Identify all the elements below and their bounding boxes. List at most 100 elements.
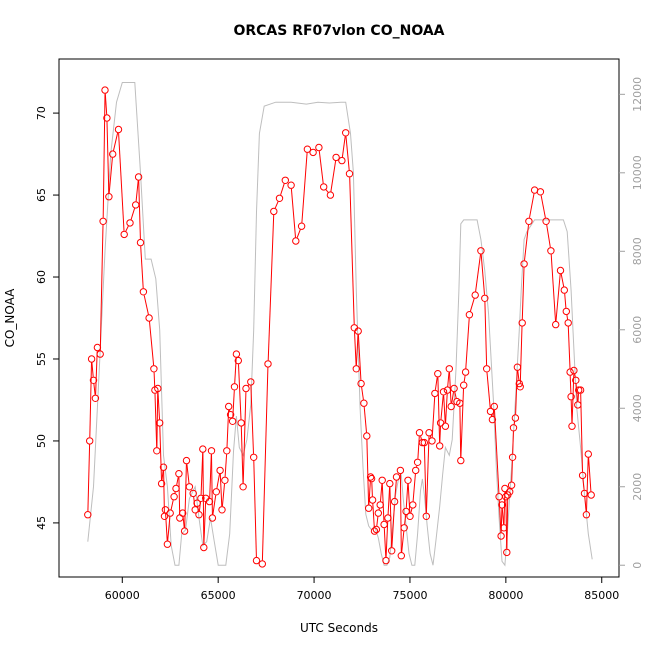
data-point (120, 230, 128, 239)
primary-series-segment (280, 183, 285, 196)
data-point (232, 350, 241, 358)
data-point (436, 442, 444, 450)
primary-series-segment (501, 508, 505, 525)
primary-series-segment (451, 391, 454, 404)
primary-series-segment (529, 193, 535, 218)
primary-series-segment (102, 93, 106, 218)
primary-series-segment (506, 498, 509, 549)
data-point (114, 125, 123, 134)
primary-series-segment (250, 385, 254, 454)
primary-series-segment (376, 516, 379, 526)
data-point (415, 429, 424, 437)
primary-series-segment (95, 351, 98, 395)
data-point (132, 201, 140, 209)
data-point (418, 438, 427, 447)
data-point (126, 219, 134, 227)
primary-series-segment (290, 188, 296, 238)
primary-series-segment (157, 392, 160, 420)
data-point (153, 447, 161, 455)
primary-series-segment (459, 406, 462, 458)
data-point (258, 560, 266, 568)
data-point (477, 247, 485, 255)
primary-series-segment (99, 224, 104, 351)
data-point (547, 247, 555, 255)
primary-series-segment (423, 446, 427, 513)
data-point (556, 266, 565, 275)
data-point (567, 393, 575, 401)
data-point (84, 511, 92, 519)
data-point (270, 207, 278, 216)
y2-tick-label: 4000 (631, 394, 644, 422)
primary-series-segment (226, 410, 230, 448)
data-point (360, 399, 368, 407)
x-tick-label: 80000 (488, 589, 523, 602)
data-point (185, 483, 194, 491)
data-point (397, 552, 405, 560)
data-point (86, 437, 94, 445)
primary-series-segment (399, 473, 402, 553)
data-point (139, 288, 148, 296)
y-tick-label: 50 (35, 434, 48, 448)
data-point (402, 507, 410, 516)
primary-series-segment (454, 391, 457, 399)
data-point (428, 437, 436, 445)
data-point (575, 386, 583, 394)
primary-series-segment (463, 375, 466, 382)
data-point (443, 386, 452, 394)
primary-series-segment (517, 370, 520, 381)
data-point (105, 193, 113, 201)
data-point (320, 183, 328, 191)
data-point (392, 473, 401, 481)
data-point (365, 504, 373, 512)
primary-series-segment (494, 410, 500, 494)
y-tick-label: 45 (35, 516, 48, 530)
primary-series-segment (550, 254, 556, 322)
primary-series-segment (447, 372, 450, 387)
primary-series-segment (380, 483, 383, 502)
x-tick-label: 75000 (392, 589, 427, 602)
data-point (303, 145, 312, 153)
primary-series-segment (203, 501, 207, 544)
primary-series-segment (167, 516, 171, 541)
data-point (374, 509, 382, 517)
primary-series-segment (224, 454, 228, 477)
data-point (297, 222, 306, 230)
data-point (154, 384, 162, 393)
data-point (509, 424, 518, 432)
data-point (180, 527, 189, 535)
primary-series-segment (469, 298, 475, 312)
data-point (357, 379, 365, 388)
primary-series-segment (108, 157, 113, 194)
data-point (87, 355, 96, 363)
primary-series-segment (153, 372, 156, 387)
data-point (502, 493, 510, 501)
primary-series-segment (89, 362, 92, 438)
primary-series-segment (240, 426, 244, 484)
x-tick-label: 85000 (584, 589, 619, 602)
x-tick-label: 65000 (201, 589, 236, 602)
primary-series-segment (184, 464, 187, 528)
y-tick-label: 65 (35, 188, 48, 202)
primary-series-segment (159, 426, 162, 481)
data-point (439, 388, 448, 396)
data-point (163, 540, 172, 548)
data-point (216, 466, 224, 475)
data-point (483, 365, 491, 373)
data-point (212, 488, 221, 496)
data-point (237, 419, 245, 427)
chart-title: ORCAS RF07vlon CO_NOAA (233, 23, 444, 39)
primary-series-segment (480, 254, 485, 295)
data-point (101, 86, 109, 94)
data-point (508, 453, 517, 461)
primary-series-segment (366, 439, 370, 505)
primary-series-segment (484, 301, 488, 366)
data-point (525, 217, 533, 226)
data-point (157, 479, 166, 488)
data-point (460, 381, 468, 389)
y2-tick-label: 2000 (631, 473, 644, 501)
data-point (228, 417, 237, 425)
primary-series-segment (253, 460, 257, 558)
data-point (99, 217, 107, 226)
